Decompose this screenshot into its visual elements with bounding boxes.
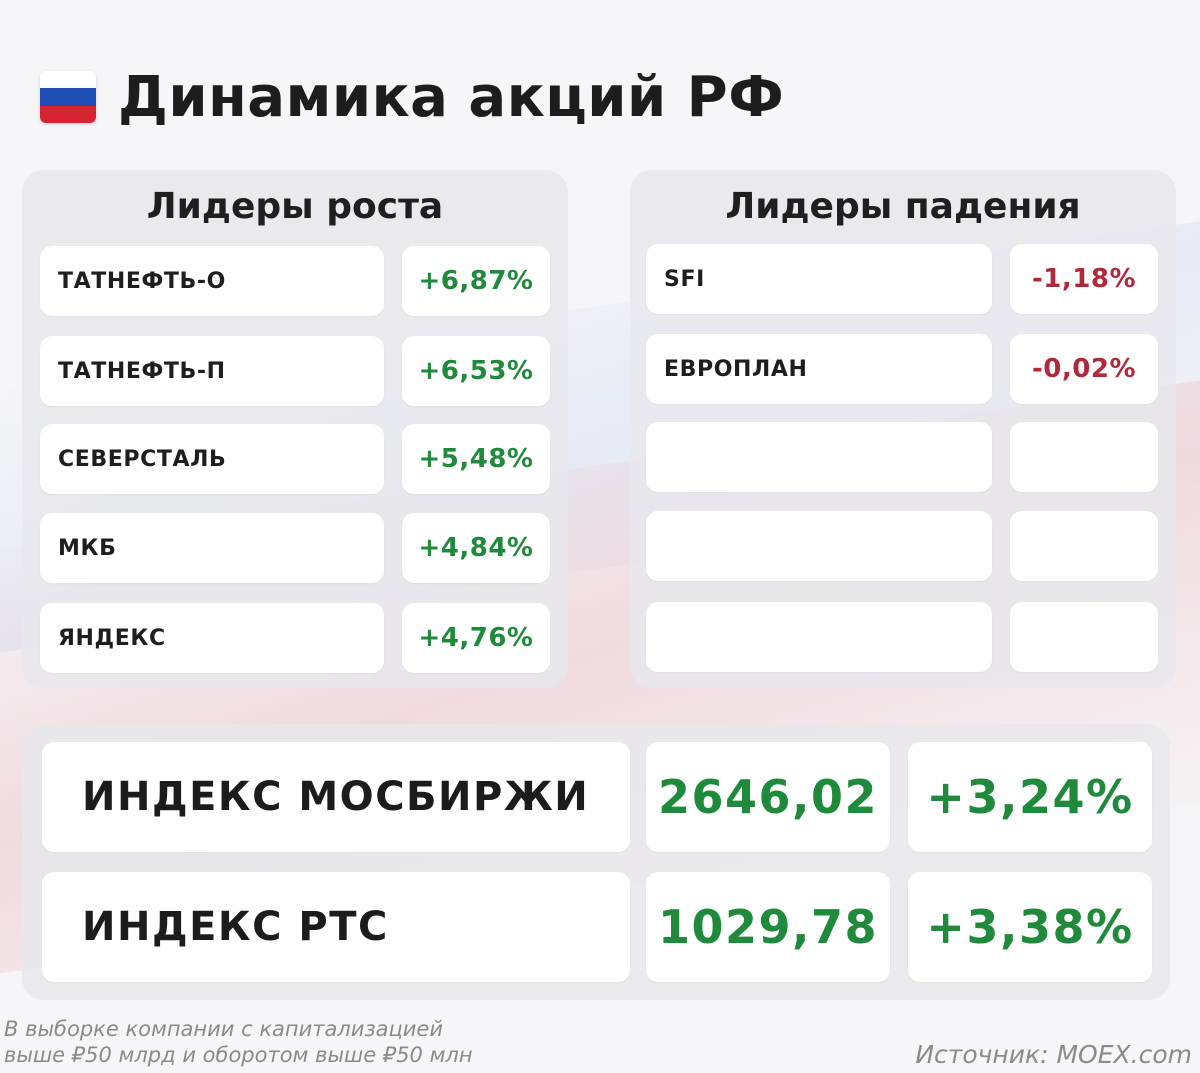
stock-name: SFI [664, 266, 705, 292]
growth-row-name: ТАТНЕФТЬ-П [40, 336, 384, 406]
stock-change: +4,84% [418, 533, 534, 563]
stock-name: ЯНДЕКС [58, 625, 166, 651]
index-name-cell: ИНДЕКС РТС [42, 872, 630, 982]
index-value: 2646,02 [657, 770, 878, 824]
growth-row-name: ТАТНЕФТЬ-О [40, 246, 384, 316]
index-change-cell: +3,38% [908, 872, 1152, 982]
stock-change: +6,53% [418, 356, 534, 386]
growth-row-change: +6,53% [402, 336, 550, 406]
decline-leaders-panel: Лидеры падения SFI -1,18% ЕВРОПЛАН -0,02… [630, 170, 1176, 688]
index-change: +3,24% [926, 770, 1134, 824]
empty-row-name [646, 511, 992, 581]
stock-change: +6,87% [418, 266, 534, 296]
growth-leaders-title: Лидеры роста [146, 186, 444, 227]
index-change: +3,38% [926, 900, 1134, 954]
growth-row-name: ЯНДЕКС [40, 603, 384, 673]
growth-row-change: +6,87% [402, 246, 550, 316]
page-title: Динамика акций РФ [118, 64, 785, 130]
growth-row-name: МКБ [40, 513, 384, 583]
growth-row-change: +4,76% [402, 603, 550, 673]
indices-panel: ИНДЕКС МОСБИРЖИ 2646,02 +3,24% ИНДЕКС РТ… [22, 724, 1170, 1000]
empty-row-change [1010, 602, 1158, 672]
growth-leaders-panel: Лидеры роста ТАТНЕФТЬ-О +6,87% ТАТНЕФТЬ-… [22, 170, 568, 688]
stock-change: +4,76% [418, 623, 534, 653]
russia-flag-icon [40, 71, 96, 123]
footer-source: Источник: MOEX.com [915, 1040, 1192, 1069]
footer-note-line2: выше ₽50 млрд и оборотом выше ₽50 млн [4, 1043, 473, 1067]
stock-name: ТАТНЕФТЬ-П [58, 358, 226, 384]
index-name-cell: ИНДЕКС МОСБИРЖИ [42, 742, 630, 852]
footer-note-line1: В выборке компании с капитализацией [4, 1017, 443, 1041]
stock-name: ЕВРОПЛАН [664, 356, 808, 382]
growth-row-change: +5,48% [402, 424, 550, 494]
growth-row-name: СЕВЕРСТАЛЬ [40, 424, 384, 494]
index-change-cell: +3,24% [908, 742, 1152, 852]
decline-leaders-title: Лидеры падения [725, 186, 1081, 227]
empty-row-name [646, 602, 992, 672]
index-name: ИНДЕКС РТС [82, 904, 389, 950]
empty-row-change [1010, 511, 1158, 581]
decline-row-change: -0,02% [1010, 334, 1158, 404]
stock-name: СЕВЕРСТАЛЬ [58, 446, 227, 472]
footer-note: В выборке компании с капитализацией выше… [4, 1016, 624, 1068]
index-value: 1029,78 [657, 900, 878, 954]
index-name: ИНДЕКС МОСБИРЖИ [82, 774, 590, 820]
stock-change: +5,48% [418, 444, 534, 474]
stock-change: -0,02% [1032, 354, 1136, 384]
empty-row-name [646, 422, 992, 492]
empty-row-change [1010, 422, 1158, 492]
stock-name: ТАТНЕФТЬ-О [58, 268, 226, 294]
growth-row-change: +4,84% [402, 513, 550, 583]
stock-change: -1,18% [1032, 264, 1136, 294]
index-value-cell: 1029,78 [646, 872, 890, 982]
decline-row-name: SFI [646, 244, 992, 314]
header: Динамика акций РФ [40, 62, 784, 132]
decline-row-name: ЕВРОПЛАН [646, 334, 992, 404]
decline-row-change: -1,18% [1010, 244, 1158, 314]
index-value-cell: 2646,02 [646, 742, 890, 852]
stock-name: МКБ [58, 535, 117, 561]
